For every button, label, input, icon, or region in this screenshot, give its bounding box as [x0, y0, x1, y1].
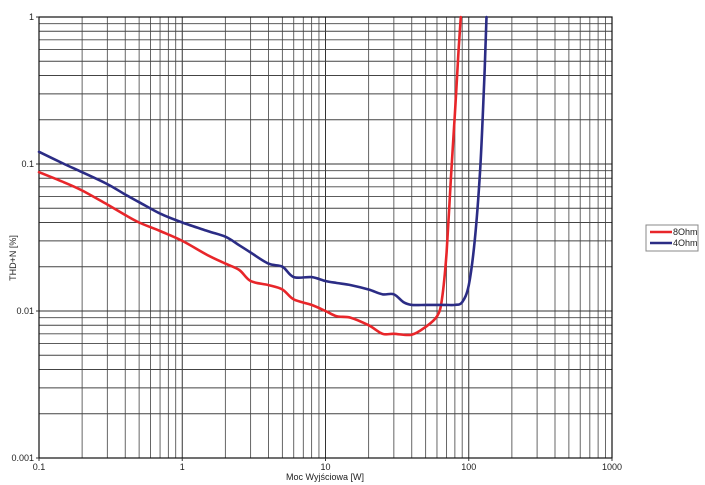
y-axis-title: THD+N [%] — [8, 235, 18, 281]
y-tick-label: 0.001 — [11, 453, 34, 463]
series-line-8ohm — [37, 15, 463, 337]
legend-label-8ohm: 8Ohm — [673, 227, 698, 237]
x-tick-label: 100 — [461, 462, 476, 472]
y-tick-label: 0.1 — [21, 159, 34, 169]
legend-label-4ohm: 4Ohm — [673, 238, 698, 248]
series-line-4ohm — [37, 15, 488, 307]
tick-labels: 0.1 1 10 100 1000 0.001 0.01 0.1 1 — [11, 12, 622, 472]
legend-box — [645, 224, 699, 252]
grid-lines — [39, 17, 612, 459]
x-axis-title: Moc Wyjściowa [W] — [286, 472, 364, 482]
series-layer — [37, 15, 488, 337]
x-tick-label: 10 — [320, 462, 330, 472]
y-tick-label: 1 — [29, 12, 34, 22]
x-tick-label: 1000 — [602, 462, 622, 472]
y-tick-label: 0.01 — [16, 306, 34, 316]
x-tick-label: 0.1 — [33, 462, 46, 472]
x-tick-label: 1 — [180, 462, 185, 472]
legend: 8Ohm 4Ohm — [645, 224, 699, 252]
